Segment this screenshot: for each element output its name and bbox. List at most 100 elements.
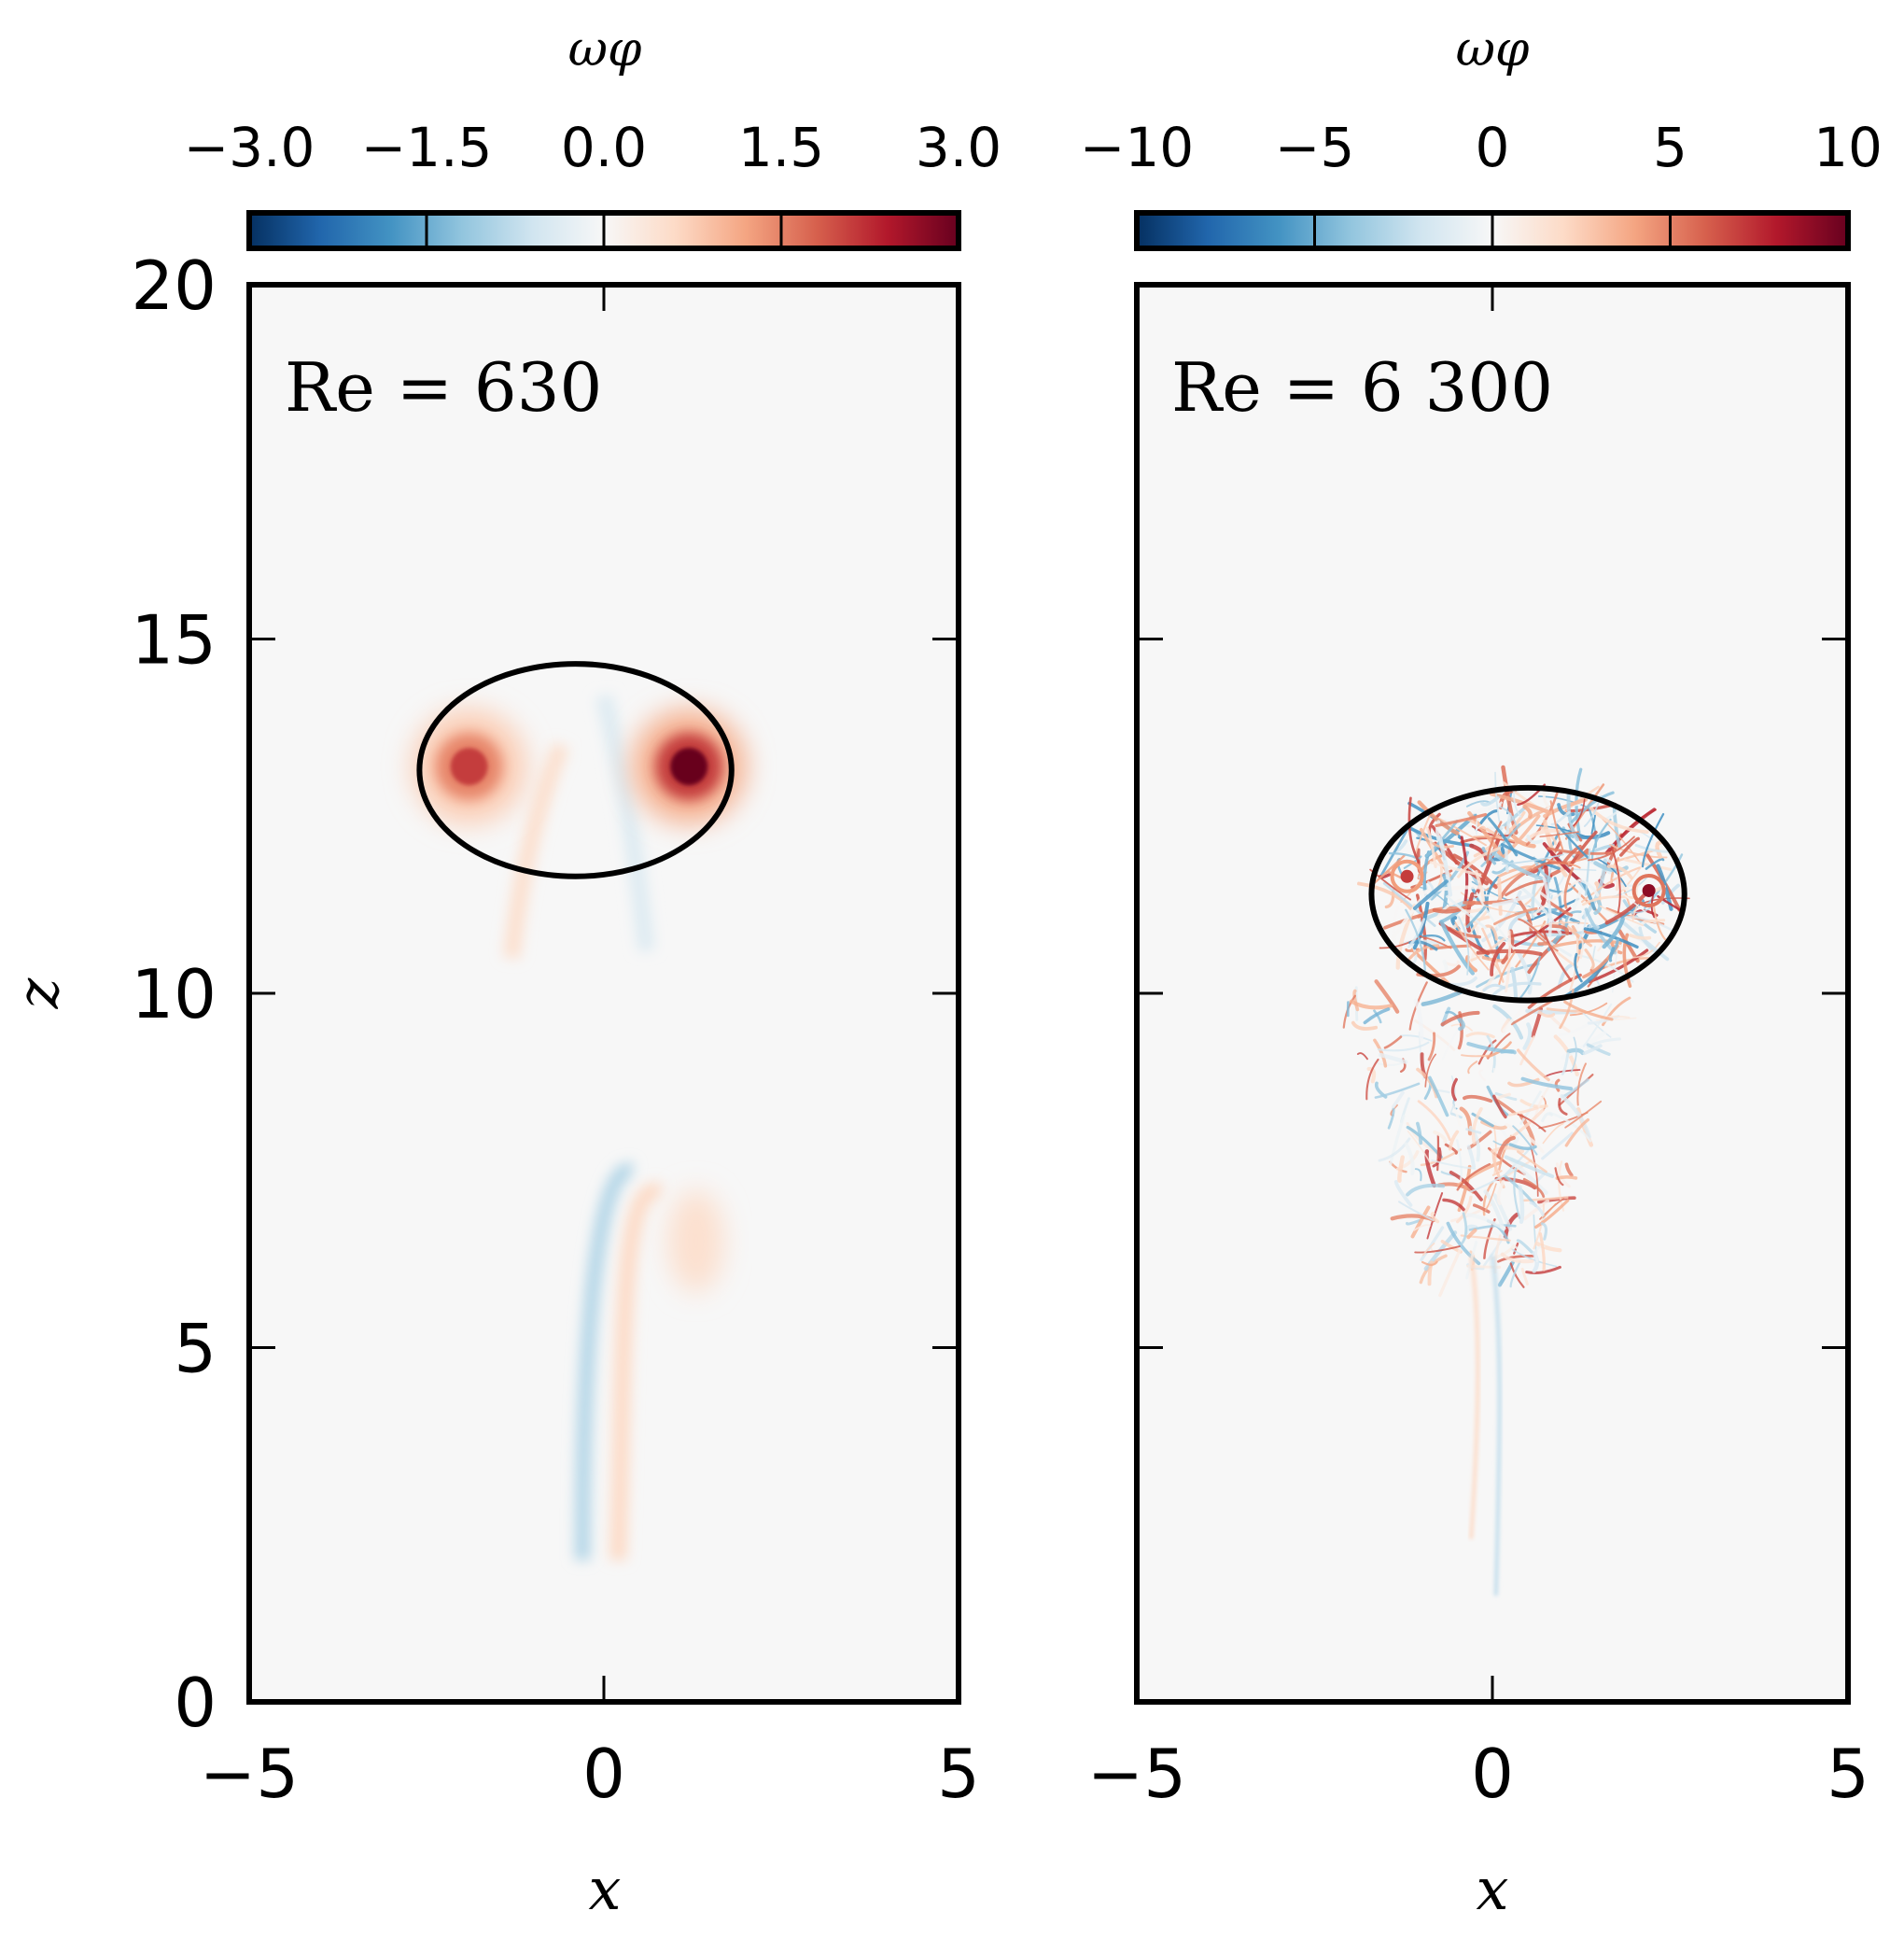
x-tick-label: 0 — [1471, 1735, 1514, 1813]
wake-filament — [1582, 1044, 1603, 1056]
wake-filament — [1483, 1189, 1505, 1231]
wake-filament — [1509, 1262, 1525, 1288]
turbulent-filament — [1540, 826, 1558, 846]
wake-filament — [1366, 1066, 1377, 1084]
wake-filament — [1522, 1196, 1569, 1202]
wake-filament — [1519, 1090, 1542, 1125]
x-axis-label-right: x — [1477, 1855, 1509, 1923]
turbulent-filament — [1500, 843, 1561, 870]
turbulent-filament — [1469, 843, 1489, 862]
turbulent-filament — [1530, 921, 1589, 929]
wake-filament — [1561, 1031, 1607, 1061]
turbulent-filament — [1505, 812, 1512, 873]
turbulent-filament — [1476, 818, 1480, 836]
turbulent-filament — [1487, 817, 1519, 857]
turbulent-filament — [1617, 929, 1640, 963]
y-tick-label: 10 — [131, 955, 217, 1033]
wake-filament — [1537, 1010, 1556, 1018]
wake-filament — [1450, 1077, 1458, 1102]
x-ticks-left — [247, 285, 960, 1702]
wake-filament — [1586, 1043, 1611, 1057]
wake-filament — [1413, 998, 1424, 1042]
turbulent-filament — [1490, 941, 1506, 977]
wake-filament — [1456, 1195, 1473, 1224]
turbulent-filament — [1474, 824, 1488, 833]
wake-filament — [1555, 1174, 1578, 1181]
wake-filament — [1424, 1149, 1436, 1188]
wake-filament — [1517, 1048, 1550, 1082]
turbulent-filament — [1593, 898, 1603, 916]
wake-filament — [1374, 1082, 1421, 1099]
wake-filament — [1504, 1155, 1555, 1179]
heatmap-background-left — [249, 285, 959, 1702]
wake-filament — [1541, 1131, 1574, 1160]
x-tick-label: −5 — [1087, 1735, 1186, 1813]
reynolds-annotation-left: Re = 630 — [285, 348, 602, 427]
turbulent-filament — [1561, 844, 1582, 864]
wake-filament — [1471, 1112, 1494, 1128]
wake-filament — [1392, 1090, 1405, 1109]
wake-filament — [1558, 1098, 1568, 1116]
turbulent-filament — [1473, 836, 1525, 847]
y-tick-label: 5 — [174, 1310, 217, 1388]
turbulent-filament — [1555, 823, 1589, 859]
y-tick-label: 0 — [174, 1664, 217, 1742]
turbulent-filament — [1587, 923, 1600, 935]
colorbar-tick-label: −5 — [1275, 116, 1355, 179]
turbulent-filament — [1597, 858, 1627, 888]
turbulent-filament — [1561, 826, 1575, 838]
wake-filament — [1440, 1010, 1480, 1027]
turbulent-filament — [1493, 906, 1538, 926]
wake-filament — [1379, 1052, 1408, 1064]
colorbar-label-right: ωφ — [1456, 21, 1530, 77]
vortex-core — [670, 748, 708, 786]
colorbar-tick-label: 0 — [1476, 116, 1510, 179]
wake-filament — [1438, 1248, 1462, 1298]
panel-right: ωφ −10 −5 0 5 10 −5 0 5 Re = 6 300 x — [1080, 21, 1883, 1923]
x-axis-label-left: x — [589, 1855, 622, 1923]
wake-filament — [1508, 1143, 1537, 1150]
wake-filament — [1563, 1000, 1614, 1021]
turbulent-filament — [1602, 917, 1625, 949]
wake-filament — [1463, 1094, 1493, 1103]
turbulent-filament — [1652, 903, 1668, 943]
turbulent-filament — [1510, 966, 1519, 1000]
turbulent-filament — [1543, 797, 1588, 819]
turbulent-filament — [1450, 916, 1461, 932]
wake-filament — [1399, 1034, 1433, 1042]
turbulent-filament — [1571, 913, 1582, 938]
turbulent-filament — [1437, 835, 1453, 897]
wake-filament — [1421, 1260, 1438, 1266]
wake-filament — [1430, 1211, 1440, 1224]
wake-filament — [1449, 1112, 1463, 1119]
turbulent-filament — [1588, 948, 1649, 984]
turbulent-filament — [1569, 830, 1598, 867]
turbulent-filament — [1474, 870, 1486, 903]
heatmap-field-left — [411, 694, 748, 1561]
wake-filament — [1466, 1145, 1476, 1169]
turbulent-filament — [1531, 876, 1539, 920]
wake-filament — [1414, 1168, 1422, 1182]
x-ticklabels-left: −5 0 5 — [200, 1735, 980, 1813]
turbulent-filament — [1465, 906, 1487, 929]
wake-filament — [1398, 1201, 1435, 1222]
wake-filament — [1560, 1094, 1591, 1139]
colorbar-tick-label: 10 — [1813, 116, 1883, 179]
x-tick-label: 5 — [937, 1735, 980, 1813]
wake-filament — [1427, 1032, 1436, 1061]
colorbar-tick-label: 1.5 — [738, 116, 824, 179]
colorbar-ticklabels-right: −10 −5 0 5 10 — [1080, 116, 1883, 179]
wake-filament — [1444, 1143, 1458, 1155]
turbulent-filament — [1549, 924, 1570, 935]
wake-filament — [1421, 989, 1466, 1006]
wake-filament — [1377, 1041, 1430, 1052]
turbulent-filament — [1488, 801, 1503, 811]
wake-lobe — [667, 1189, 724, 1293]
turbulent-filament — [1517, 951, 1533, 995]
wake-filament — [1500, 1252, 1534, 1264]
turbulent-filament — [1481, 847, 1497, 865]
wake-filament — [1520, 1267, 1529, 1286]
turbulent-filament — [1458, 916, 1470, 976]
heatmap-field-right — [1342, 765, 1690, 1596]
